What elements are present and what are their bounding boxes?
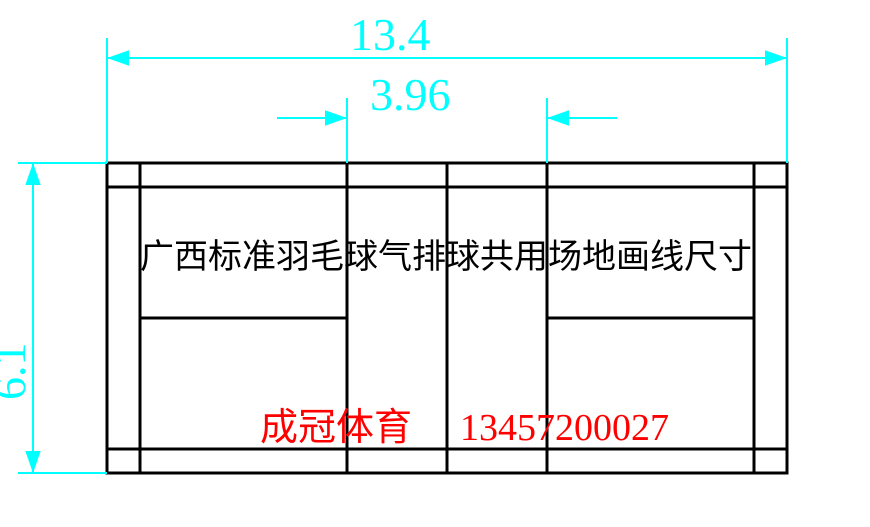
diagram-title: 广西标准羽毛球气排球共用场地画线尺寸 [140, 238, 752, 276]
arrow-inner-left [325, 110, 347, 125]
arrow-height-bottom [25, 451, 40, 473]
watermark-brand: 成冠体育 [260, 407, 412, 449]
dim-value-height: 6.1 [0, 343, 35, 401]
arrow-full-right [765, 50, 787, 65]
arrow-inner-right [547, 110, 569, 125]
watermark-phone: 13457200027 [460, 407, 669, 449]
arrow-height-top [25, 163, 40, 185]
dim-value-full: 13.4 [350, 9, 431, 60]
dim-value-inner: 3.96 [370, 69, 451, 120]
arrow-full-left [107, 50, 129, 65]
court-diagram: 13.4 3.96 6.1 广西标准羽毛球气排球共用场地画线尺寸成冠体育 1345720… [0, 0, 870, 527]
